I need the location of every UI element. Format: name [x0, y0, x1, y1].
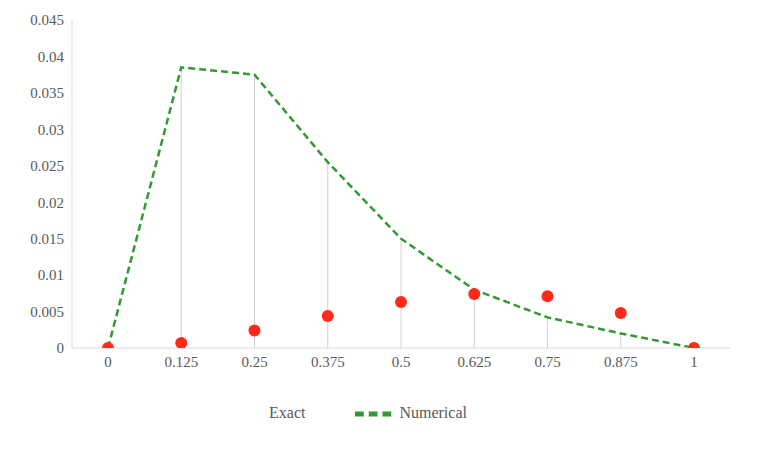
svg-text:0.125: 0.125 — [164, 354, 198, 370]
svg-text:0.03: 0.03 — [38, 122, 64, 138]
svg-text:0.025: 0.025 — [30, 158, 64, 174]
svg-text:0.005: 0.005 — [30, 304, 64, 320]
svg-text:0.875: 0.875 — [604, 354, 638, 370]
svg-text:0.375: 0.375 — [311, 354, 345, 370]
svg-text:0.02: 0.02 — [38, 195, 64, 211]
svg-text:0.5: 0.5 — [392, 354, 411, 370]
svg-text:0.25: 0.25 — [241, 354, 267, 370]
svg-text:0: 0 — [104, 354, 112, 370]
svg-text:0.045: 0.045 — [30, 12, 64, 28]
svg-text:0.625: 0.625 — [457, 354, 491, 370]
svg-text:0.04: 0.04 — [38, 49, 65, 65]
svg-text:0.015: 0.015 — [30, 231, 64, 247]
svg-text:0.75: 0.75 — [534, 354, 560, 370]
html-text:Numerical: Numerical — [399, 403, 467, 421]
svg-text:0: 0 — [57, 340, 65, 356]
svg-text:0.035: 0.035 — [30, 85, 64, 101]
html-text:Exact: Exact — [269, 403, 306, 421]
svg-text:1: 1 — [690, 354, 698, 370]
svg-text:0.01: 0.01 — [38, 267, 64, 283]
